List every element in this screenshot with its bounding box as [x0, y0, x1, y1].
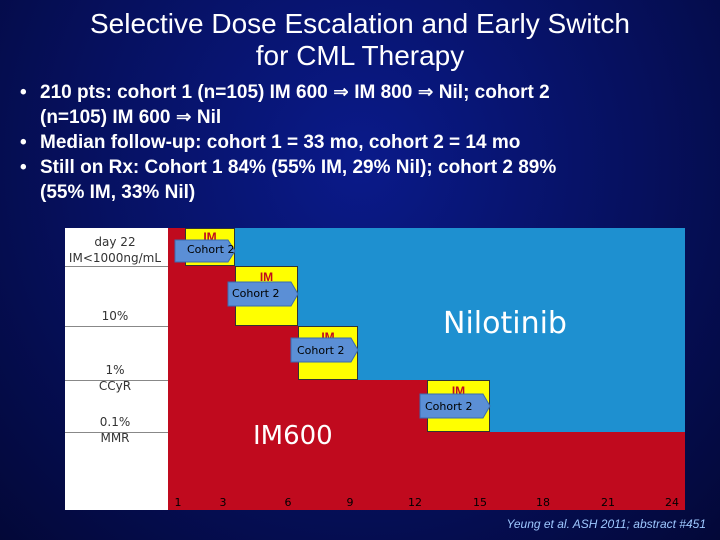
implies-arrow-icon: ⇒ — [417, 81, 434, 103]
implies-arrow-icon: ⇒ — [175, 106, 192, 128]
bullet-text: Still on Rx: Cohort 1 84% (55% IM, 29% N… — [40, 157, 557, 178]
row-label-line: 0.1% — [99, 415, 131, 429]
x-tick: 18 — [536, 496, 550, 509]
bullet-item: • 210 pts: cohort 1 (n=105) IM 600 ⇒ IM … — [20, 80, 710, 105]
bullet-item: • Still on Rx: Cohort 1 84% (55% IM, 29%… — [20, 155, 710, 180]
x-tick: 12 — [408, 496, 422, 509]
implies-arrow-icon: ⇒ — [333, 81, 349, 103]
cohort-2-arrow-icon — [174, 239, 236, 263]
row-label-line: CCyR — [98, 379, 132, 393]
bullet-text: Nil — [191, 107, 222, 128]
bullet-text: (55% IM, 33% Nil) — [40, 182, 196, 203]
bullet-item: • Median follow-up: cohort 1 = 33 mo, co… — [20, 130, 710, 155]
cohort-2-label: Cohort 2 — [297, 344, 345, 357]
x-tick: 15 — [473, 496, 487, 509]
slide-title: Selective Dose Escalation and Early Swit… — [0, 8, 720, 72]
im600-label: IM600 — [253, 421, 333, 451]
x-tick: 21 — [601, 496, 615, 509]
cohort-2-arrow-icon — [227, 281, 299, 307]
cohort-2-label: Cohort 2 — [187, 243, 235, 256]
x-tick: 9 — [346, 496, 354, 509]
row-label-mmr: 0.1% MMR — [65, 414, 165, 446]
bullet-continuation: (n=105) IM 600 ⇒ Nil — [20, 105, 710, 130]
row-label-line: IM<1000ng/mL — [68, 251, 162, 265]
bullet-dot: • — [20, 82, 27, 103]
bullet-text: 210 pts: cohort 1 (n=105) IM 600 — [40, 82, 334, 103]
nilotinib-region — [235, 228, 685, 266]
row-label-10pct: 10% — [65, 308, 165, 324]
treatment-diagram: IM 800 IM 800 IM 800 IM 800 Cohort 2 Coh… — [65, 228, 685, 510]
cohort-2-label: Cohort 2 — [232, 287, 280, 300]
bullet-text: Nil; cohort 2 — [433, 82, 550, 103]
x-tick: 3 — [219, 496, 227, 509]
nilotinib-region — [298, 266, 685, 326]
nilotinib-label: Nilotinib — [443, 306, 567, 341]
nilotinib-region — [358, 326, 685, 380]
bullet-continuation: (55% IM, 33% Nil) — [20, 180, 710, 205]
cohort-arrows — [174, 239, 491, 419]
cohort-2-arrow-icon — [290, 337, 359, 363]
row-divider — [65, 380, 168, 381]
title-line-1: Selective Dose Escalation and Early Swit… — [89, 8, 631, 39]
title-line-2: for CML Therapy — [255, 40, 465, 71]
row-label-line: day 22 — [94, 235, 136, 249]
citation: Yeung et al. ASH 2011; abstract #451 — [506, 517, 706, 531]
row-label-line: 1% — [105, 363, 125, 377]
cohort-2-arrow-icon — [419, 393, 491, 419]
x-tick: 6 — [284, 496, 292, 509]
x-tick: 24 — [665, 496, 679, 509]
bullet-list: • 210 pts: cohort 1 (n=105) IM 600 ⇒ IM … — [20, 80, 710, 205]
bullet-text: IM 800 — [348, 82, 418, 103]
row-label-ccyr: 1% CCyR — [65, 362, 165, 394]
bullet-text: (n=105) IM 600 — [40, 107, 176, 128]
nilotinib-region — [490, 380, 685, 432]
row-label-line: MMR — [100, 431, 130, 445]
row-divider — [65, 326, 168, 327]
cohort-2-label: Cohort 2 — [425, 400, 473, 413]
bullet-dot: • — [20, 157, 27, 178]
row-label-line: 10% — [101, 309, 129, 323]
x-tick: 1 — [174, 496, 182, 509]
row-divider — [65, 432, 168, 433]
row-divider — [65, 266, 168, 267]
row-label-day22: day 22 IM<1000ng/mL — [65, 234, 165, 266]
bullet-text: Median follow-up: cohort 1 = 33 mo, coho… — [40, 132, 521, 153]
bullet-dot: • — [20, 132, 27, 153]
im800-label: IM — [259, 270, 274, 284]
